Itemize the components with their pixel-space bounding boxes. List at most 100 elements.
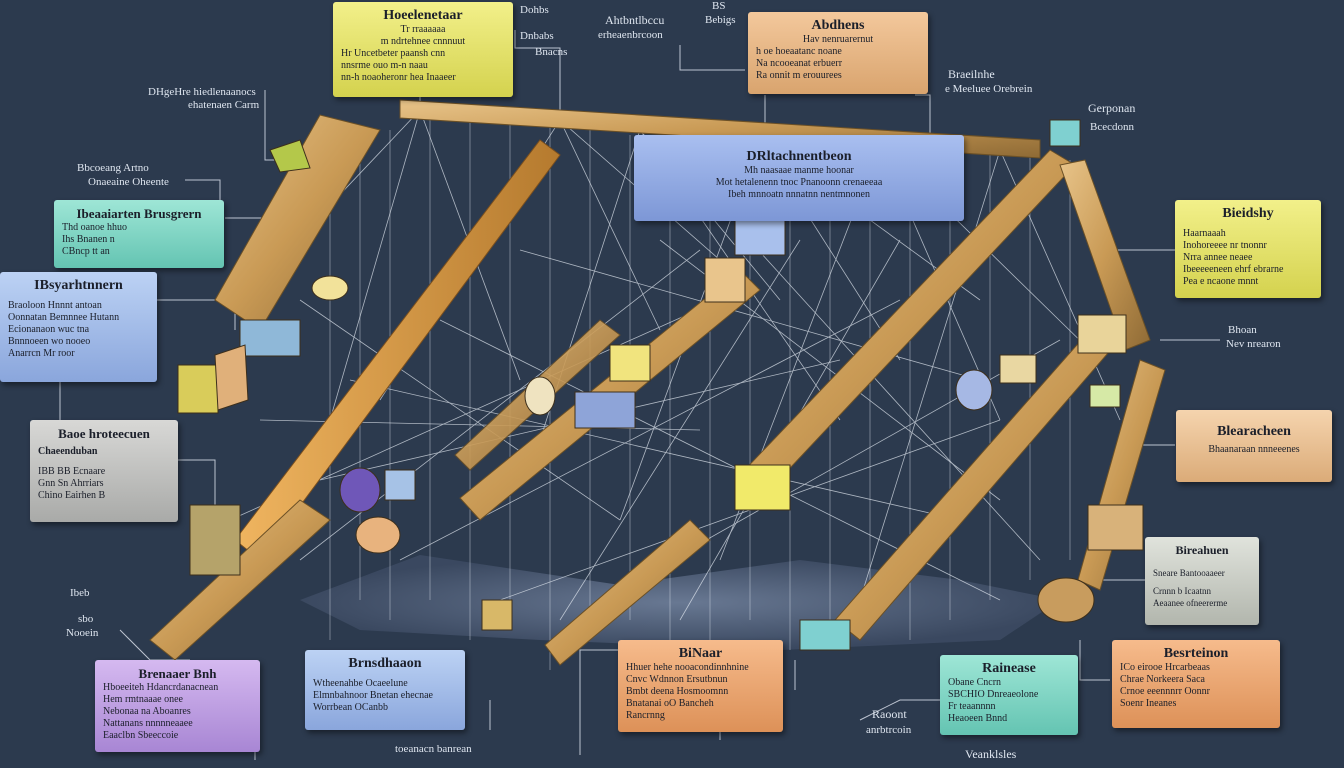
card-line: Bnnnoeen wo nooeo — [8, 336, 91, 347]
card-line: Bhaanaraan nnneeenes — [1208, 444, 1300, 455]
scaffold-beams — [149, 99, 1166, 666]
card-left-middle: IBsyarhtnnern Braoloon Hnnnt antoan Oonn… — [0, 272, 157, 382]
card-line: Pea e ncaone mnnt — [1183, 276, 1259, 287]
card-line: Crnnn b Icaatnn — [1153, 586, 1211, 596]
card-bottom-right: Rainease Obane Cncrn SBCHIO Dnreaeolone … — [940, 655, 1078, 735]
card-title: Baoe hroteecuen — [58, 426, 150, 441]
card-line: nn-h noaoheronr hea Inaaeer — [341, 72, 456, 83]
label: BS — [712, 0, 726, 12]
ground-shadow — [300, 555, 1060, 650]
card-bottom-far-right: Besrteinon ICo eirooe Hrcarbeaas Chrae N… — [1112, 640, 1280, 728]
card-title: Brenaaer Bnh — [138, 666, 217, 681]
card-line: Thd oanoe hhuo — [62, 222, 127, 233]
label: Nooein — [66, 627, 99, 639]
card-line: Bmbt deena Hosmoomnn — [626, 686, 729, 697]
card-line: Worrbean OCanbb — [313, 702, 389, 713]
label: Ahtbntlbccu — [605, 13, 665, 27]
middle-beam-2 — [544, 519, 711, 666]
label: Gerponan — [1088, 101, 1136, 115]
card-bottom-center: BiNaar Hhuer hehe nooacondinnhnine Cnvc … — [618, 640, 783, 732]
card-title: Hoeelenetaar — [383, 8, 463, 23]
card-line: Ra onnit m erouurees — [756, 70, 842, 81]
card-line: Crnoe eeennnrr Oonnr — [1120, 686, 1210, 697]
label: Bcecdonn — [1090, 121, 1134, 133]
card-title: BiNaar — [678, 646, 723, 661]
card-title: Besrteinon — [1163, 646, 1229, 661]
label: Bhoan — [1228, 324, 1257, 336]
card-title: DRltachnentbeon — [746, 149, 852, 164]
card-line: Fr teaannnn — [948, 701, 996, 712]
card-title: Bireahuen — [1175, 543, 1229, 557]
card-title: Ibeaaiarten Brusgrern — [76, 206, 202, 221]
card-line: Cnvc Wdnnon Ersutbnun — [626, 674, 728, 685]
card-line: Soenr Ineanes — [1120, 698, 1177, 709]
card-line: Haarnaaah — [1183, 228, 1226, 239]
card-line: Ecionanaon wuc tna — [8, 324, 90, 335]
card-line: Elmnbahnoor Bnetan ehecnae — [313, 690, 433, 701]
label: Ibeb — [70, 587, 90, 599]
card-line: Tr rraaaaaa — [400, 24, 446, 35]
joints — [177, 119, 1144, 651]
card-title: Blearacheen — [1217, 424, 1291, 439]
card-line: Rancrnng — [626, 710, 665, 721]
card-line: Heaoeen Bnnd — [948, 713, 1008, 724]
label: Bebigs — [705, 14, 736, 26]
label: Raoont — [872, 707, 907, 721]
card-line: Ibeh mnnoatn nnnatnn nentmnonen — [728, 189, 870, 200]
card-title: Rainease — [982, 661, 1036, 676]
card-line: Nattanans nnnnneaaee — [103, 718, 193, 729]
card-line: m ndrtehnee cnnnuut — [380, 36, 466, 47]
card-line: Ibeeeeeneen ehrf ebrarne — [1183, 264, 1284, 275]
card-top-right: Abdhens Hav nenruarernut h oe hoeaatanc … — [748, 12, 928, 94]
right-post — [1059, 159, 1151, 351]
card-line: Hr Uncetbeter paansh cnn — [341, 48, 446, 59]
card-line: Eaaclbn Sbeeccoie — [103, 730, 179, 741]
label: anrbtrcoin — [866, 724, 912, 736]
card-center-main: DRltachnentbeon Mh naasaae manme hoonar … — [634, 135, 964, 221]
card-line: Oonnatan Bemnnee Hutann — [8, 312, 120, 323]
card-bottom-left: Brenaaer Bnh Hboeeiteh Hdancrdanacnean H… — [95, 660, 260, 752]
label: sbo — [78, 613, 94, 625]
card-line: Nebonaa na Aboanres — [103, 706, 191, 717]
card-right-middle: Blearacheen Bhaanaraan nnneeenes — [1176, 410, 1332, 482]
card-line: Chaeenduban — [38, 446, 98, 457]
card-line: IBB BB Ecnaare — [38, 466, 106, 477]
card-line: Hav nenruarernut — [802, 34, 874, 45]
label: erheaenbrcoon — [598, 29, 663, 41]
card-line: Chino Eairhen B — [38, 490, 106, 501]
card-title: Brnsdhaaon — [348, 656, 422, 671]
card-left-upper: Ibeaaiarten Brusgrern Thd oanoe hhuo Ihs… — [54, 200, 224, 268]
card-line: h oe hoeaatanc noane — [756, 46, 842, 57]
card-line: Sneare Bantooaaeer — [1153, 568, 1225, 578]
label: Veanklsles — [965, 747, 1017, 761]
card-line: Hhuer hehe nooacondinnhnine — [626, 662, 749, 673]
card-line: Hboeeiteh Hdancrdanacnean — [103, 682, 219, 693]
card-line: Gnn Sn Ahrriars — [38, 478, 104, 489]
card-title: Abdhens — [811, 18, 865, 33]
card-line: Na ncooeanat erbuerr — [756, 58, 843, 69]
card-line: Chrae Norkeera Saca — [1120, 674, 1205, 685]
card-bottom-center-left: Brnsdhaaon Wtheenahbe Ocaeelune Elmnbahn… — [305, 650, 465, 730]
card-line: Mot hetalenenn tnoc Pnanoonn crenaeeaa — [715, 177, 883, 188]
card-line: Bnatanai oO Bancheh — [626, 698, 714, 709]
label: e Meeluee Orebrein — [945, 83, 1033, 95]
card-line: Braoloon Hnnnt antoan — [8, 300, 102, 311]
label: Nev nrearon — [1226, 338, 1281, 350]
label: Braeilnhe — [948, 67, 995, 81]
card-right-lower: Bireahuen Sneare Bantooaaeer Crnnn b Ica… — [1145, 537, 1259, 625]
label: Dohbs — [520, 4, 549, 16]
card-line: CBncp tt an — [62, 246, 110, 257]
card-line: SBCHIO Dnreaeolone — [948, 689, 1039, 700]
label: DHgeHre hiedlenaanocs — [148, 86, 256, 98]
label: Dnbabs — [520, 30, 554, 42]
card-line: ICo eirooe Hrcarbeaas — [1120, 662, 1210, 673]
label: Bbcoeang Artno — [77, 162, 149, 174]
card-line: Nrra annee neaee — [1183, 252, 1253, 263]
card-line: Wtheenahbe Ocaeelune — [313, 678, 408, 689]
card-title: IBsyarhtnnern — [34, 278, 123, 293]
card-line: Hem rmtnaaae onee — [103, 694, 183, 705]
card-title: Bieidshy — [1222, 206, 1274, 221]
card-line: Anarrcn Mr roor — [8, 348, 75, 359]
card-line: Obane Cncrn — [948, 677, 1002, 688]
